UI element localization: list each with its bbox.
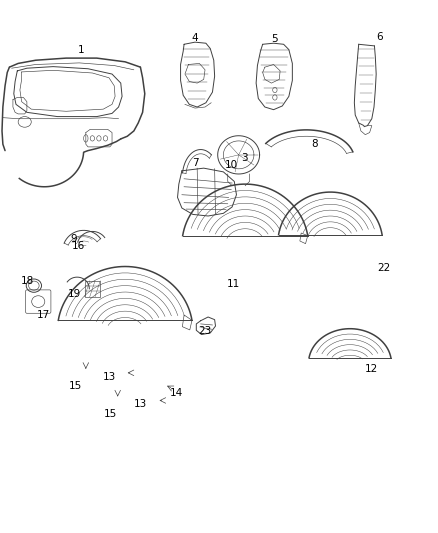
Text: 9: 9	[71, 234, 78, 244]
Text: 18: 18	[21, 277, 35, 286]
Text: 16: 16	[72, 241, 85, 251]
Text: 6: 6	[376, 32, 383, 42]
Text: 15: 15	[104, 409, 117, 419]
Text: 22: 22	[378, 263, 391, 272]
Text: 4: 4	[191, 33, 198, 43]
Text: 11: 11	[226, 279, 240, 288]
Text: 13: 13	[134, 399, 147, 409]
Text: 12: 12	[365, 364, 378, 374]
Text: 14: 14	[170, 388, 183, 398]
Text: 17: 17	[37, 310, 50, 320]
Text: 7: 7	[192, 158, 198, 168]
Text: 1: 1	[78, 45, 85, 54]
Text: 23: 23	[198, 326, 212, 336]
Text: 3: 3	[241, 152, 247, 163]
Bar	[85, 281, 100, 297]
Text: 13: 13	[102, 372, 116, 382]
Text: 10: 10	[225, 160, 238, 171]
Text: 15: 15	[69, 381, 82, 391]
Text: 8: 8	[312, 139, 318, 149]
Text: 19: 19	[67, 289, 81, 299]
Text: 5: 5	[272, 34, 278, 44]
